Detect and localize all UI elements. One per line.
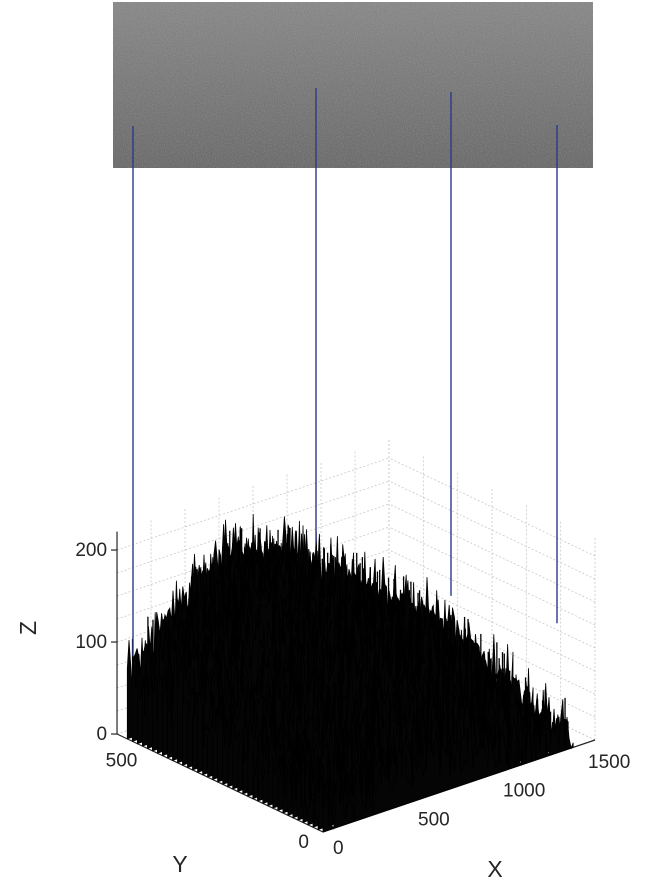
- axis-ticks: 0 100 200 0 500 0 500 1000 1500: [75, 540, 630, 859]
- z-axis-label: Z: [15, 621, 41, 635]
- x-axis-label: X: [487, 856, 502, 882]
- y-tick-label: 0: [298, 832, 309, 853]
- z-tick-label: 100: [75, 632, 107, 653]
- projection-lines: [132, 88, 558, 657]
- y-tick-label: 500: [106, 750, 138, 771]
- y-axis-line: [116, 733, 324, 833]
- x-tick-label: 0: [333, 838, 344, 859]
- z-tick-label: 200: [75, 540, 107, 561]
- x-tick-label: 1000: [503, 781, 545, 802]
- surface-plot: [126, 513, 574, 833]
- z-tick-label: 0: [96, 724, 107, 745]
- x-tick-label: 500: [418, 809, 450, 830]
- x-tick-label: 1500: [588, 752, 630, 773]
- y-axis-label: Y: [172, 851, 187, 877]
- ground-photo: [113, 2, 593, 168]
